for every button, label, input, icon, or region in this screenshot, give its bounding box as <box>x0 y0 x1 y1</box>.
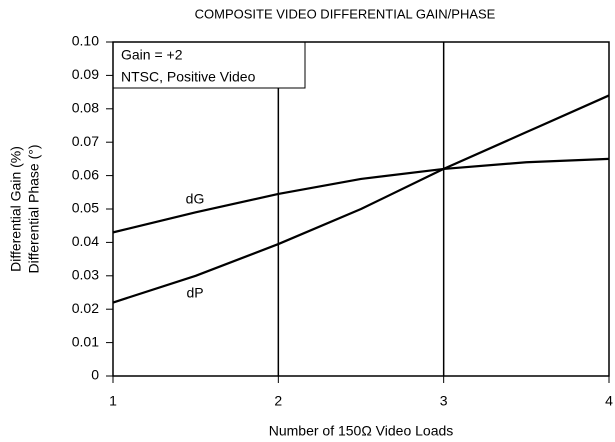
y-tick-label: 0.03 <box>72 267 99 283</box>
x-axis-label: Number of 150Ω Video Loads <box>269 423 454 439</box>
y-tick-label: 0 <box>91 367 99 383</box>
y-tick-label: 0.10 <box>72 33 99 49</box>
y-tick-label: 0.08 <box>72 100 99 116</box>
y-tick-label: 0.02 <box>72 300 99 316</box>
x-tick-label: 4 <box>605 393 613 409</box>
y-tick-label: 0.01 <box>72 333 99 349</box>
series-label: dP <box>186 285 203 301</box>
y-tick-label: 0.04 <box>72 233 99 249</box>
y-axis-label: Differential Phase (°) <box>26 144 42 273</box>
line-series <box>112 157 610 234</box>
x-tick-label: 2 <box>274 393 282 409</box>
annotation: Gain = +2 <box>121 47 183 63</box>
y-tick-label: 0.07 <box>72 133 99 149</box>
x-tick-label: 3 <box>440 393 448 409</box>
y-tick-label: 0.09 <box>72 66 99 82</box>
y-axis-label: Differential Gain (%) <box>8 146 24 272</box>
chart-title: COMPOSITE VIDEO DIFFERENTIAL GAIN/PHASE <box>195 6 496 21</box>
line-series <box>112 94 610 304</box>
series-label: dG <box>186 191 205 207</box>
y-tick-label: 0.06 <box>72 166 99 182</box>
y-tick-label: 0.05 <box>72 200 99 216</box>
annotation: NTSC, Positive Video <box>121 69 256 85</box>
plot-frame <box>112 41 610 377</box>
x-tick-label: 1 <box>109 393 117 409</box>
